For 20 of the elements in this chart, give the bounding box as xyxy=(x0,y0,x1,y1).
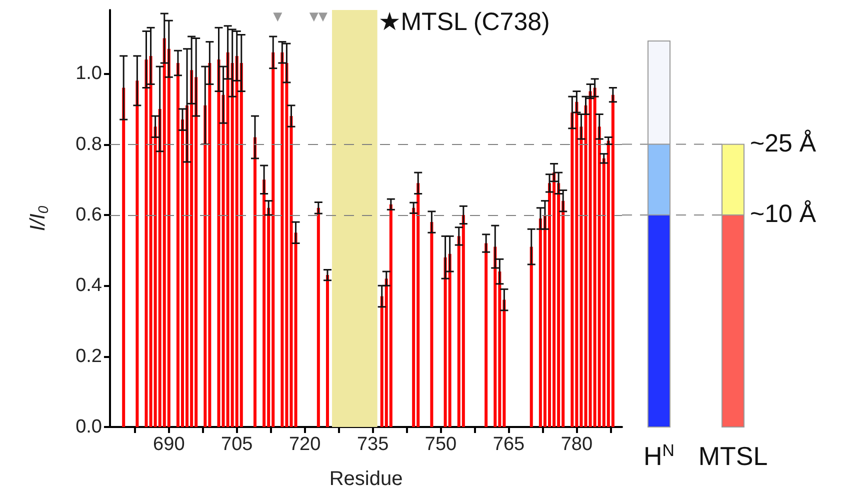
x-tick-label: 705 xyxy=(221,434,253,455)
text: MTSL xyxy=(698,441,768,471)
x-axis-title: Residue xyxy=(329,468,403,490)
y-tick-label: 1.0 xyxy=(76,63,102,84)
x-tick-label: 720 xyxy=(288,434,321,455)
y-tick-label: 0.4 xyxy=(76,275,102,296)
text: H$^{N}$ xyxy=(644,440,674,471)
x-tick-label: 780 xyxy=(560,434,593,455)
ref-line-label: ~25 Å xyxy=(750,128,816,157)
y-axis-title: I/I0 xyxy=(26,206,51,232)
x-tick-label: 735 xyxy=(356,434,389,455)
x-tick-label: 750 xyxy=(424,434,457,455)
x-tick-label: 765 xyxy=(492,434,525,455)
y-tick-label: 0.6 xyxy=(76,204,102,226)
annotation: ★MTSL (C738) xyxy=(378,8,550,36)
ref-line-label: ~10 Å xyxy=(750,200,816,228)
y-tick-label: 0.0 xyxy=(76,416,102,438)
y-tick-label: 0.2 xyxy=(76,346,102,367)
x-tick-label: 690 xyxy=(153,434,185,455)
y-tick-label: 0.8 xyxy=(76,134,102,155)
